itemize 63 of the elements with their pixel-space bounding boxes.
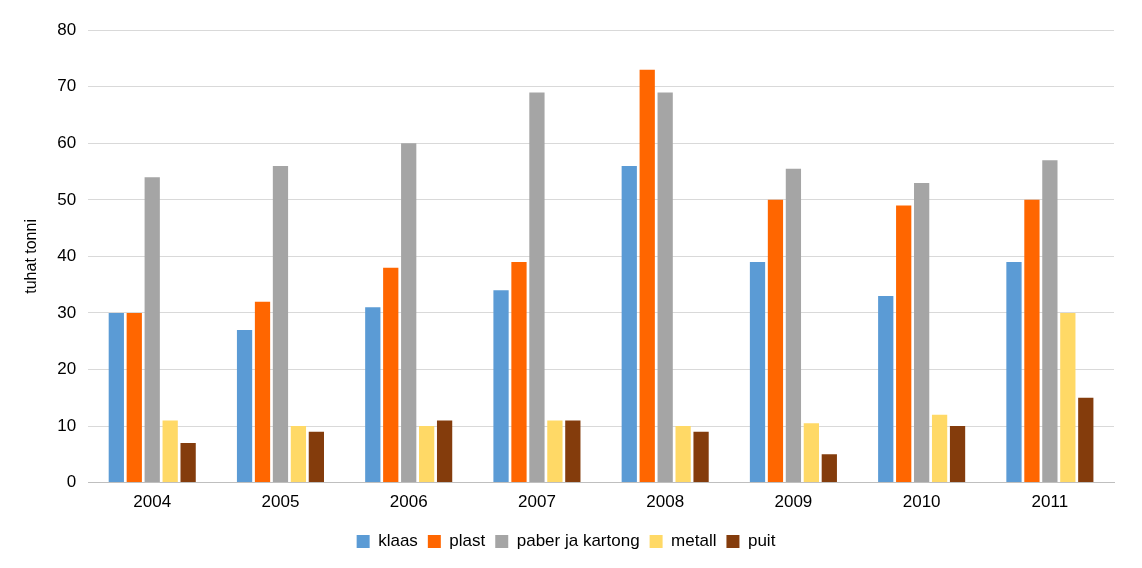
bar bbox=[949, 426, 966, 483]
bar bbox=[144, 177, 160, 483]
legend-label: puit bbox=[747, 531, 776, 551]
bar bbox=[419, 426, 435, 483]
x-tick-label: 2010 bbox=[902, 492, 941, 512]
bar bbox=[749, 262, 766, 483]
y-tick-label: 80 bbox=[57, 19, 77, 39]
bar bbox=[1024, 199, 1040, 483]
y-tick-label: 70 bbox=[57, 76, 77, 96]
bar bbox=[785, 168, 802, 483]
bar bbox=[621, 165, 637, 483]
bar bbox=[236, 329, 253, 483]
bar bbox=[565, 420, 581, 483]
x-tick-label: 2004 bbox=[133, 492, 172, 512]
bar bbox=[675, 426, 691, 483]
bar bbox=[931, 414, 948, 483]
bar bbox=[162, 420, 178, 483]
bar bbox=[878, 295, 894, 483]
bar bbox=[290, 426, 307, 483]
y-axis-title: tuhat tonni bbox=[22, 219, 40, 294]
legend-label: metall bbox=[671, 531, 717, 551]
bar bbox=[308, 431, 324, 483]
bar bbox=[803, 423, 819, 483]
x-tick-label: 2008 bbox=[646, 492, 685, 512]
legend-label: paber ja kartong bbox=[516, 531, 640, 551]
bar bbox=[657, 92, 673, 483]
bar bbox=[401, 143, 417, 483]
x-tick-label: 2009 bbox=[774, 492, 813, 512]
y-tick-label: 10 bbox=[57, 415, 77, 435]
bar bbox=[180, 443, 196, 483]
bar bbox=[767, 199, 784, 483]
bar bbox=[1006, 262, 1022, 483]
y-tick-label: 20 bbox=[57, 359, 77, 379]
y-tick-label: 0 bbox=[66, 472, 77, 492]
x-tick-label: 2011 bbox=[1031, 492, 1069, 512]
y-tick-label: 30 bbox=[57, 302, 77, 322]
bar bbox=[108, 312, 124, 483]
y-tick-label: 60 bbox=[57, 132, 77, 152]
y-tick-label: 50 bbox=[57, 189, 77, 209]
bar bbox=[1078, 397, 1094, 483]
x-tick-label: 2006 bbox=[389, 492, 428, 512]
bar bbox=[896, 205, 912, 483]
bar bbox=[383, 267, 399, 483]
legend-label: plast bbox=[449, 531, 486, 551]
legend-label: klaas bbox=[378, 531, 418, 551]
bar bbox=[693, 431, 709, 483]
bar bbox=[436, 420, 453, 483]
x-tick-label: 2007 bbox=[518, 492, 556, 512]
bar bbox=[821, 454, 837, 483]
bar bbox=[126, 312, 142, 483]
x-tick-label: 2005 bbox=[261, 492, 300, 512]
bar bbox=[272, 165, 289, 483]
bar bbox=[493, 290, 509, 483]
bar bbox=[1042, 160, 1058, 483]
bar bbox=[365, 307, 381, 483]
bar bbox=[547, 420, 563, 483]
bar bbox=[639, 69, 655, 483]
bar bbox=[254, 301, 271, 483]
y-tick-label: 40 bbox=[57, 246, 77, 266]
bar bbox=[529, 92, 545, 483]
bar bbox=[511, 262, 527, 483]
bar bbox=[1060, 312, 1076, 483]
bar bbox=[914, 182, 930, 483]
